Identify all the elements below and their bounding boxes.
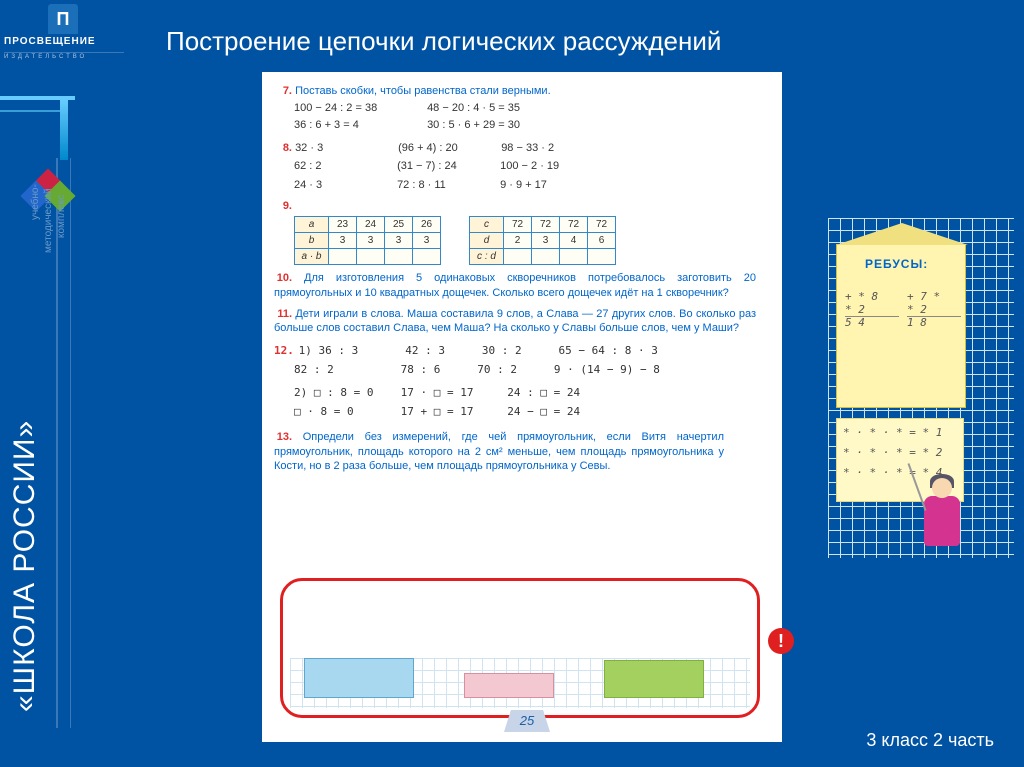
rebus-mult-2: + 7 * * 2 1 8	[907, 291, 961, 330]
problem-7: 7. Поставь скобки, чтобы равенства стали…	[274, 84, 764, 133]
slide-title: Построение цепочки логических рассуждени…	[166, 26, 721, 57]
rebus-mult-1: + * 8 * 2 5 4	[845, 291, 899, 330]
brand-name: ПРОСВЕЩЕНИЕ	[4, 36, 96, 47]
problem-9: 9. a23242526 b3333 a · b c72727272 d2346…	[274, 199, 764, 265]
umk-text-2: методический	[43, 188, 54, 253]
table-9a: a23242526 b3333 a · b	[294, 216, 441, 265]
umk-text-1: учебно-	[30, 184, 41, 220]
rebus-panel: РЕБУСЫ: + * 8 * 2 5 4 + 7 * * 2 1 8 * · …	[828, 218, 1016, 558]
footer-label: 3 класс 2 часть	[866, 730, 994, 751]
brand-sub: ИЗДАТЕЛЬСТВО	[4, 54, 87, 60]
problem-12: 12. 1) 36 : 3 42 : 3 30 : 2 65 − 64 : 8 …	[274, 342, 764, 419]
exclamation-icon: !	[768, 628, 794, 654]
rebus-house: РЕБУСЫ: + * 8 * 2 5 4 + 7 * * 2 1 8	[836, 244, 966, 408]
series-title: «ШКОЛА РОССИИ»	[8, 420, 42, 712]
teacher-icon	[924, 496, 960, 546]
table-9b: c72727272 d2346 c : d	[469, 216, 616, 265]
problem-10: 10. Для изготовления 5 одинаковых скворе…	[274, 271, 764, 301]
textbook-page: 7. Поставь скобки, чтобы равенства стали…	[262, 72, 782, 742]
rebus-label: РЕБУСЫ:	[865, 257, 928, 271]
highlight-callout	[280, 578, 760, 718]
umk-text-3: комплекс	[56, 195, 67, 238]
problem-13: 13. Определи без измерений, где чей прям…	[274, 430, 764, 475]
logo-mark	[48, 4, 78, 34]
problem-8: 8. 32 · 3 (96 + 4) : 20 98 − 33 · 2 62 :…	[274, 139, 764, 194]
problem-11: 11. Дети играли в слова. Маша составила …	[274, 307, 764, 337]
page-number: 25	[504, 710, 550, 732]
publisher-logo: ПРОСВЕЩЕНИЕ ИЗДАТЕЛЬСТВО	[0, 0, 140, 60]
